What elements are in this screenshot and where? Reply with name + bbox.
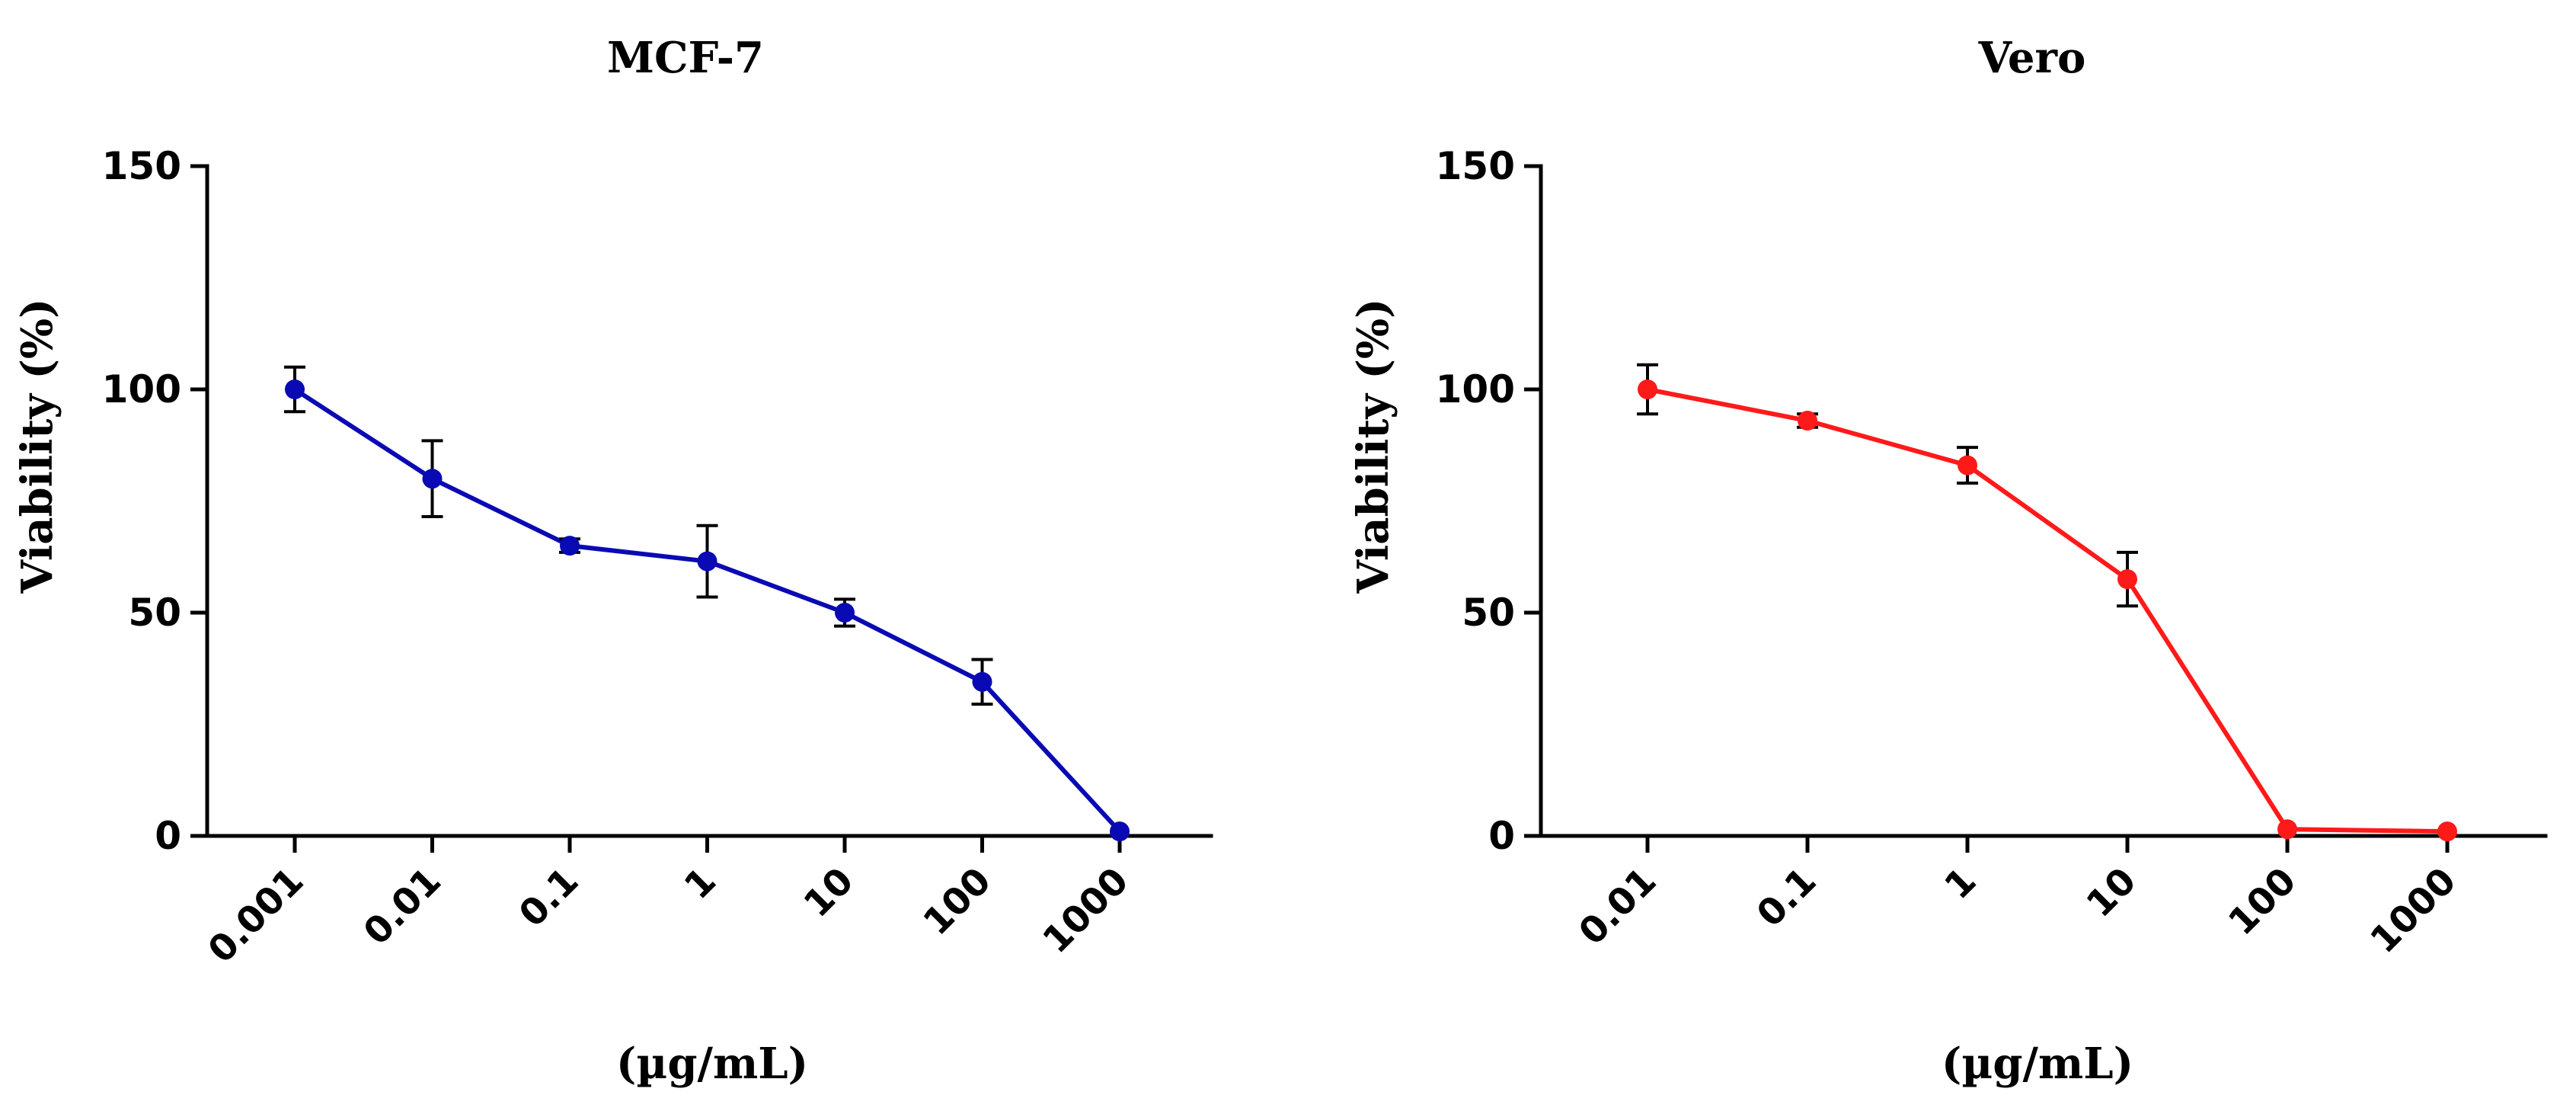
y-tick-label: 50: [128, 591, 181, 635]
data-point: [422, 469, 443, 489]
x-tick-label: 1000: [1034, 860, 1136, 962]
chart-mcf7: MCF-7 Viability (%) (µg/mL) 0 50 100 150 0.0…: [12, 33, 1213, 1089]
chart-title: MCF-7: [607, 33, 764, 83]
y-tick-label: 50: [1462, 591, 1515, 635]
chart-vero: Vero Viability (%) (µg/mL) 0 50 100 150 0.01…: [1348, 33, 2548, 1089]
x-tick-label: 10: [796, 860, 862, 926]
y-tick-label: 150: [102, 144, 181, 188]
series-line: [1647, 387, 2448, 834]
y-tick-label: 100: [102, 367, 181, 411]
x-axis-label: (µg/mL): [616, 1039, 808, 1089]
axes: 0 50 100 150 0.01 0.1 1 10 100 1000: [1436, 144, 2548, 962]
y-tick-label: 0: [155, 814, 181, 858]
data-point: [1110, 821, 1130, 842]
y-tick-label: 0: [1488, 814, 1515, 858]
y-axis-label: Viability (%): [12, 298, 62, 594]
y-axis-label: Viability (%): [1348, 298, 1398, 594]
x-tick-label: 100: [2220, 860, 2304, 943]
data-point: [285, 379, 305, 399]
data-point: [1958, 455, 1977, 475]
data-point: [972, 671, 992, 692]
data-point: [1638, 379, 1657, 399]
x-tick-label: 0.01: [356, 860, 449, 953]
y-tick-label: 100: [1436, 367, 1515, 411]
x-tick-label: 0.1: [1749, 860, 1825, 936]
x-tick-label: 1: [676, 860, 724, 908]
data-point: [697, 551, 718, 572]
data-point: [2437, 821, 2457, 842]
x-axis-label: (µg/mL): [1942, 1039, 2133, 1089]
data-point: [1798, 411, 1817, 431]
y-tick-label: 150: [1436, 144, 1515, 188]
x-tick-label: 0.1: [511, 860, 587, 936]
x-tick-label: 0.001: [200, 860, 312, 972]
x-tick-label: 0.01: [1571, 860, 1664, 953]
data-point: [2277, 819, 2297, 840]
chart-title: Vero: [1978, 33, 2086, 83]
x-tick-label: 10: [2079, 860, 2145, 926]
series-line: [293, 387, 1122, 834]
x-tick-label: 1: [1936, 860, 1984, 908]
x-tick-label: 100: [916, 860, 999, 943]
marks: [284, 365, 1130, 842]
marks: [1637, 363, 2457, 842]
data-point: [2117, 569, 2137, 590]
data-point: [560, 536, 580, 556]
data-point: [835, 603, 855, 623]
x-tick-label: 1000: [2362, 860, 2464, 962]
